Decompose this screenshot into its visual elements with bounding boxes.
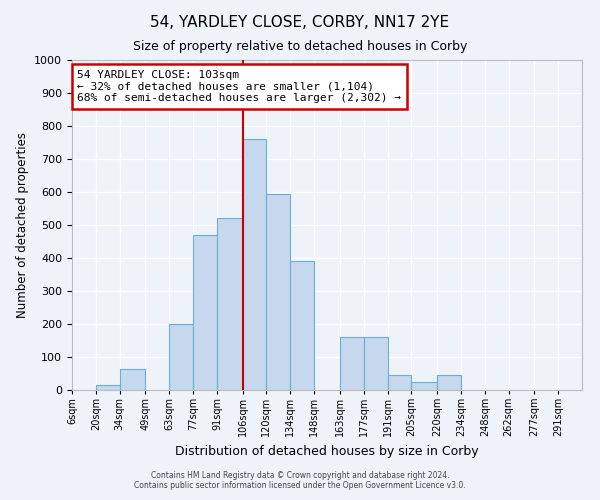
Bar bbox=[266, 194, 290, 390]
Bar bbox=[120, 368, 145, 390]
Text: 54, YARDLEY CLOSE, CORBY, NN17 2YE: 54, YARDLEY CLOSE, CORBY, NN17 2YE bbox=[151, 15, 449, 30]
Bar bbox=[96, 385, 120, 390]
Bar bbox=[340, 337, 364, 390]
Bar bbox=[364, 337, 388, 390]
Bar bbox=[193, 235, 217, 390]
Text: Size of property relative to detached houses in Corby: Size of property relative to detached ho… bbox=[133, 40, 467, 53]
Bar bbox=[217, 218, 242, 390]
X-axis label: Distribution of detached houses by size in Corby: Distribution of detached houses by size … bbox=[175, 445, 479, 458]
Text: Contains HM Land Registry data © Crown copyright and database right 2024.
Contai: Contains HM Land Registry data © Crown c… bbox=[134, 470, 466, 490]
Bar bbox=[169, 324, 193, 390]
Bar bbox=[437, 375, 461, 390]
Bar bbox=[412, 382, 437, 390]
Bar bbox=[388, 375, 412, 390]
Bar bbox=[290, 262, 314, 390]
Text: 54 YARDLEY CLOSE: 103sqm
← 32% of detached houses are smaller (1,104)
68% of sem: 54 YARDLEY CLOSE: 103sqm ← 32% of detach… bbox=[77, 70, 401, 103]
Y-axis label: Number of detached properties: Number of detached properties bbox=[16, 132, 29, 318]
Bar bbox=[242, 139, 266, 390]
